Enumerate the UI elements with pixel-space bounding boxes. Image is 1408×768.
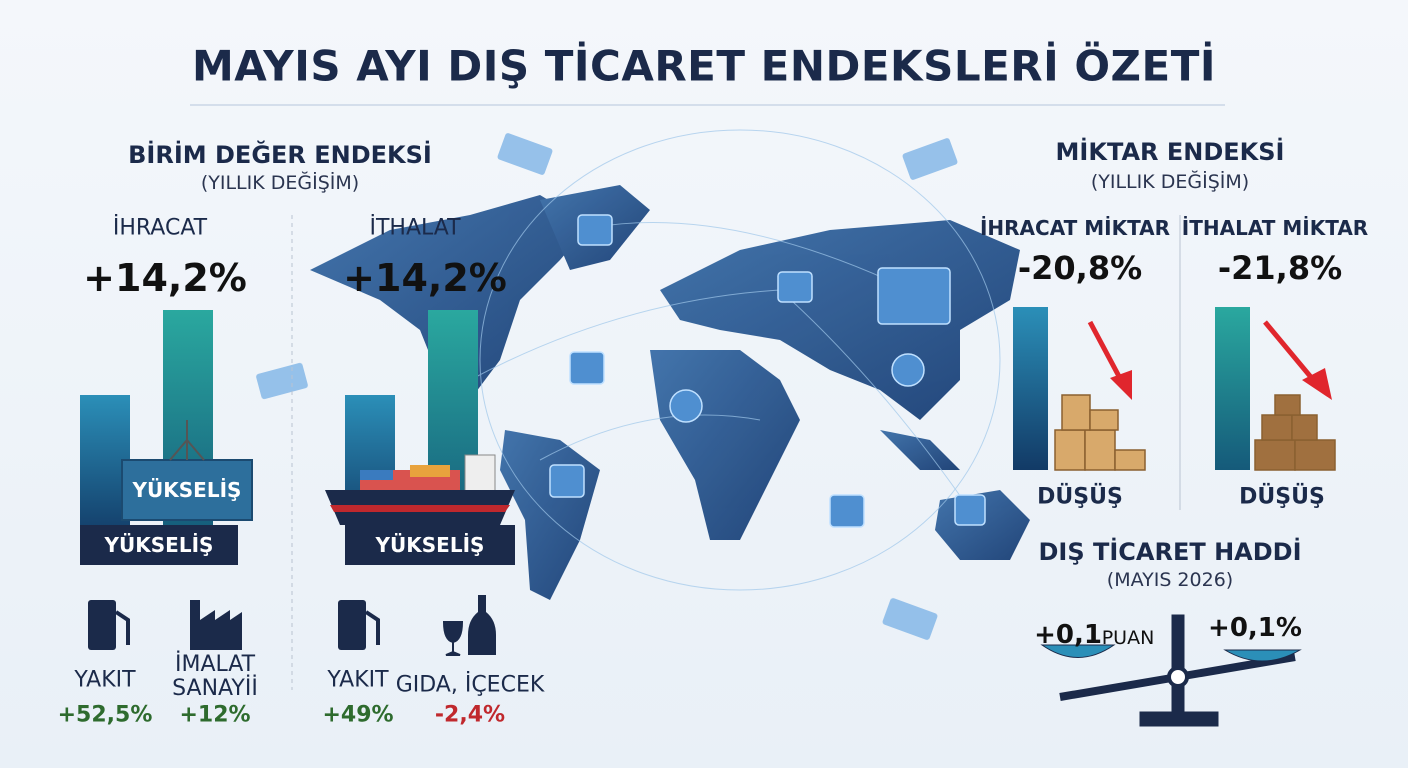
decoration (1040, 644, 1116, 658)
decoration (1139, 711, 1219, 727)
section-title: BİRİM DEĞER ENDEKSİ (128, 141, 432, 169)
decoration (1087, 320, 1332, 400)
item-label: YAKIT (74, 667, 136, 693)
decoration (882, 598, 938, 640)
decoration (1294, 439, 1336, 471)
decoration (469, 129, 1001, 591)
container-label: YÜKSELİŞ (132, 478, 242, 502)
decoration (190, 600, 242, 650)
decoration (650, 350, 800, 540)
decoration (579, 222, 911, 291)
decoration (1013, 307, 1048, 470)
change-value: -21,8% (1217, 249, 1343, 287)
decoration (1167, 666, 1189, 688)
decoration (256, 133, 958, 640)
decoration (669, 389, 703, 423)
decoration (1274, 394, 1301, 416)
label: İHRACAT MİKTAR (979, 216, 1171, 240)
decoration (169, 420, 205, 461)
trend-label: DÜŞÜŞ (1037, 484, 1123, 510)
change-value: -20,8% (1017, 249, 1143, 287)
decoration (1089, 409, 1119, 431)
decoration (114, 610, 130, 645)
decoration (902, 138, 958, 180)
decoration (1040, 614, 1302, 727)
decoration (500, 430, 600, 600)
page-title: MAYIS AYI DIŞ TİCARET ENDEKSLERİ ÖZETİ (192, 41, 1216, 91)
label: İTHALAT MİKTAR (1181, 216, 1369, 240)
decoration (1263, 320, 1317, 384)
label: İTHALAT (369, 215, 461, 241)
decoration (256, 362, 308, 400)
decoration (330, 505, 510, 512)
decoration (468, 595, 496, 655)
item-label: İMALAT SANAYİİ (172, 652, 258, 701)
change-value: +14,2% (83, 256, 247, 300)
decoration (1215, 307, 1250, 470)
section-subtitle: (MAYIS 2026) (1106, 569, 1234, 591)
decoration (891, 353, 925, 387)
trend-badge: YÜKSELİŞ (104, 533, 214, 557)
decoration (539, 414, 761, 461)
decoration (1291, 414, 1318, 441)
decoration (442, 621, 464, 656)
decoration (1223, 649, 1302, 662)
decoration (1110, 370, 1132, 400)
decoration (1084, 429, 1116, 471)
decoration (479, 129, 1001, 591)
trend-badge: YÜKSELİŞ (375, 533, 485, 557)
decoration (469, 289, 781, 381)
decoration (364, 610, 380, 645)
decoration (1254, 439, 1296, 471)
item-change: -2,4% (434, 702, 506, 728)
decoration (1302, 368, 1332, 400)
decoration (1061, 394, 1091, 431)
section-subtitle: (YILLIK DEĞİŞİM) (200, 172, 360, 194)
item-change: +12% (179, 702, 251, 728)
decoration (954, 494, 986, 526)
item-label: YAKIT (327, 667, 389, 693)
section-title: DIŞ TİCARET HADDİ (1038, 538, 1302, 566)
decoration (1054, 429, 1086, 471)
decoration (410, 465, 450, 477)
decoration (1171, 614, 1185, 716)
label: İHRACAT (112, 215, 208, 241)
decoration (464, 454, 496, 496)
item-change: +52,5% (57, 702, 153, 728)
decoration (80, 525, 238, 565)
decoration (345, 525, 515, 565)
points-value: +0,1 (1034, 620, 1102, 650)
decoration (877, 267, 951, 325)
decoration (549, 214, 986, 528)
decoration (1114, 449, 1146, 471)
decoration (497, 133, 553, 175)
decoration (577, 214, 613, 246)
decoration (360, 470, 393, 480)
item-label: GIDA, İÇECEK (395, 672, 545, 698)
decoration (569, 351, 605, 385)
section-title: MİKTAR ENDEKSİ (1055, 138, 1285, 166)
decoration (777, 271, 813, 303)
decoration (880, 430, 960, 470)
decoration (310, 195, 590, 400)
percent-value: +0,1% (1208, 613, 1302, 643)
decoration (549, 464, 585, 498)
decoration (1087, 320, 1125, 384)
decoration (121, 459, 253, 521)
change-value: +14,2% (343, 256, 507, 300)
decoration (829, 494, 865, 528)
trend-label: DÜŞÜŞ (1239, 484, 1325, 510)
decoration (1054, 394, 1336, 471)
points-unit: PUAN (1101, 627, 1155, 649)
decoration (779, 289, 971, 511)
decoration (1261, 414, 1293, 441)
decoration (325, 454, 515, 525)
decoration (88, 600, 116, 650)
decoration (88, 595, 496, 656)
decoration (338, 600, 366, 650)
section-subtitle: (YILLIK DEĞİŞİM) (1090, 171, 1250, 193)
item-change: +49% (322, 702, 394, 728)
